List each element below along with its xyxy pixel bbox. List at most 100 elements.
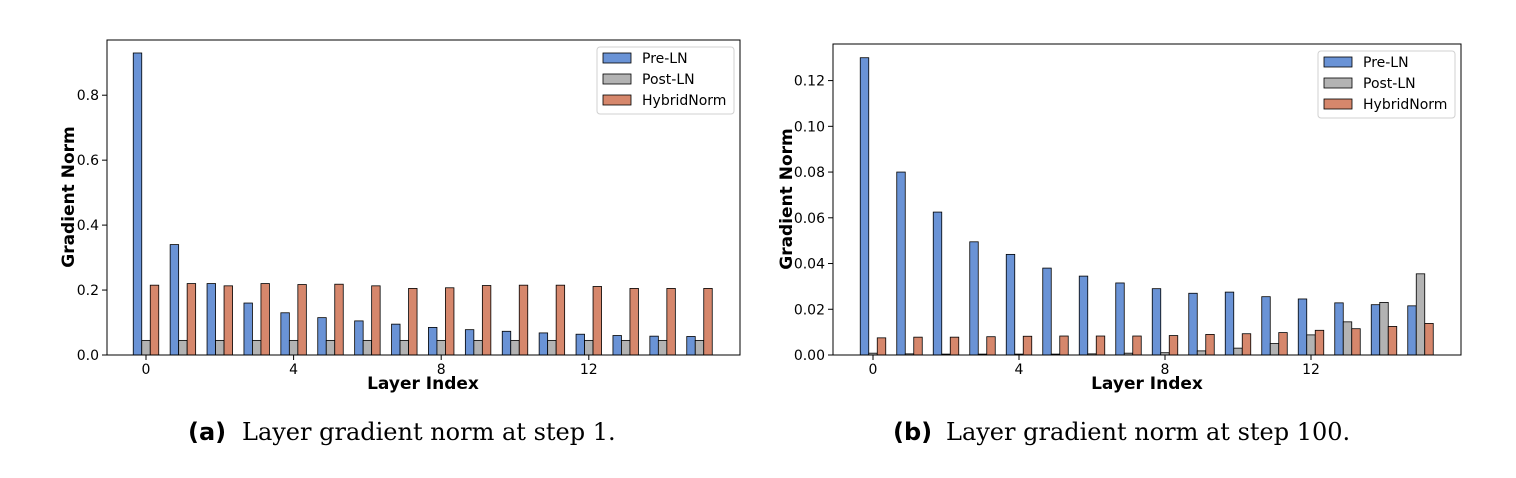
- bar-b-hybridnorm-1: [913, 336, 923, 356]
- bar-a-pre-ln-9: [464, 329, 475, 356]
- ytick-label-a-2: 0.4: [77, 218, 99, 234]
- bar-b-pre-ln-12: [1297, 298, 1308, 356]
- bar-a-post-ln-8: [436, 339, 446, 356]
- bar-a-post-ln-5: [325, 339, 336, 356]
- bar-a-pre-ln-4: [280, 312, 290, 356]
- xlabel-a: Layer Index: [367, 374, 479, 394]
- bar-a-hybridnorm-4: [297, 284, 307, 356]
- bar-b-hybridnorm-12: [1314, 329, 1325, 356]
- bar-b-pre-ln-13: [1334, 302, 1344, 356]
- legend-label-a-1: Post-LN: [642, 72, 695, 88]
- bar-a-post-ln-4: [288, 339, 299, 356]
- caption-text-a: Layer gradient norm at step 1.: [242, 418, 616, 446]
- bar-b-hybridnorm-5: [1059, 335, 1069, 356]
- bar-a-post-ln-10: [510, 339, 520, 356]
- bar-b-hybridnorm-2: [949, 336, 960, 356]
- bar-a-hybridnorm-14: [666, 288, 676, 356]
- bar-a-post-ln-9: [473, 339, 483, 356]
- bar-b-post-ln-15: [1415, 273, 1426, 356]
- bar-a-hybridnorm-1: [186, 283, 197, 356]
- bar-b-hybridnorm-0: [876, 337, 887, 356]
- bar-a-pre-ln-8: [428, 326, 438, 356]
- bar-a-hybridnorm-2: [223, 285, 233, 356]
- bar-a-post-ln-13: [621, 339, 631, 356]
- xtick-label-b-3: 12: [1302, 362, 1320, 378]
- bar-a-hybridnorm-5: [334, 283, 344, 356]
- bar-a-pre-ln-0: [132, 52, 143, 356]
- bar-b-hybridnorm-15: [1424, 323, 1434, 356]
- legend-a: Pre-LN Post-LN HybridNorm: [596, 46, 735, 115]
- bar-a-pre-ln-5: [317, 317, 327, 356]
- bar-a-hybridnorm-10: [518, 284, 529, 356]
- legend-label-a-0: Pre-LN: [642, 51, 688, 67]
- caption-a: (a) Layer gradient norm at step 1.: [188, 418, 616, 446]
- bar-b-pre-ln-3: [969, 241, 979, 356]
- bar-a-hybridnorm-13: [629, 288, 639, 356]
- bar-a-pre-ln-11: [538, 332, 549, 356]
- bar-a-hybridnorm-11: [555, 284, 566, 356]
- bar-b-pre-ln-7: [1115, 282, 1125, 356]
- ytick-label-a-0: 0.0: [77, 348, 99, 364]
- legend-swatch-b-1: [1323, 77, 1353, 89]
- chart-panel-b: Gradient Norm Layer Index 0.00 0.02 0.04 0.…: [777, 43, 1462, 446]
- bar-b-pre-ln-15: [1407, 305, 1417, 356]
- bar-b-hybridnorm-14: [1387, 326, 1398, 356]
- legend-label-a-2: HybridNorm: [642, 93, 726, 109]
- bar-a-hybridnorm-12: [592, 286, 602, 356]
- axes-frame-a: [106, 39, 741, 356]
- bar-b-post-ln-14: [1379, 301, 1389, 356]
- bar-a-post-ln-3: [252, 339, 262, 356]
- xtick-label-b-0: 0: [869, 362, 878, 378]
- bar-a-post-ln-1: [178, 339, 188, 356]
- ytick-label-b-2: 0.04: [794, 257, 825, 273]
- bar-a-post-ln-11: [547, 339, 557, 356]
- bar-a-hybridnorm-15: [703, 288, 713, 356]
- xtick-label-b-2: 8: [1161, 362, 1170, 378]
- legend-swatch-a-0: [602, 52, 632, 64]
- ylabel-a: Gradient Norm: [59, 126, 79, 268]
- bar-b-hybridnorm-9: [1205, 334, 1215, 356]
- bar-b-hybridnorm-7: [1132, 335, 1142, 356]
- bar-b-post-ln-12: [1306, 334, 1316, 356]
- bar-b-hybridnorm-13: [1351, 328, 1361, 356]
- bar-a-post-ln-0: [141, 339, 151, 356]
- bar-a-hybridnorm-0: [149, 284, 160, 356]
- plot-area-b: 0.000.020.040.060.080.100.120 4 8 12Pre-LNP…: [794, 43, 1462, 378]
- bar-b-hybridnorm-10: [1241, 333, 1252, 356]
- legend-b: Pre-LN Post-LN HybridNorm: [1317, 50, 1456, 119]
- ytick-label-b-0: 0.00: [794, 348, 825, 364]
- bar-a-hybridnorm-6: [371, 285, 381, 356]
- bar-a-pre-ln-3: [243, 302, 253, 356]
- bar-a-pre-ln-15: [686, 336, 696, 356]
- bar-a-pre-ln-6: [354, 320, 364, 356]
- ytick-label-a-4: 0.8: [77, 88, 99, 104]
- bar-b-hybridnorm-6: [1095, 335, 1106, 356]
- bar-a-pre-ln-14: [649, 335, 659, 356]
- plot-area-a: 0.0 0.2 0.4 0.6 0.8 0 4 8 12 Pre-LN Post-LN HybridN…: [77, 39, 741, 378]
- bar-b-pre-ln-11: [1261, 296, 1271, 356]
- bar-a-pre-ln-2: [206, 283, 216, 356]
- bar-a-hybridnorm-3: [260, 283, 270, 356]
- bar-b-hybridnorm-8: [1168, 335, 1179, 356]
- xtick-label-b-1: 4: [1015, 362, 1024, 378]
- bar-a-post-ln-14: [657, 339, 668, 356]
- bar-a-post-ln-2: [215, 339, 225, 356]
- legend-swatch-a-2: [602, 94, 632, 106]
- legend-label-b-1: Post-LN: [1363, 76, 1416, 92]
- bar-b-hybridnorm-4: [1022, 335, 1033, 356]
- ytick-label-b-6: 0.12: [794, 74, 825, 90]
- caption-b: (b) Layer gradient norm at step 100.: [893, 418, 1350, 446]
- ytick-label-a-3: 0.6: [77, 153, 99, 169]
- xtick-label-a-2: 8: [437, 362, 446, 378]
- bar-a-hybridnorm-9: [481, 285, 492, 356]
- bar-b-pre-ln-5: [1042, 267, 1052, 356]
- bar-a-pre-ln-7: [391, 323, 401, 356]
- legend-label-b-0: Pre-LN: [1363, 55, 1409, 71]
- bar-b-pre-ln-4: [1005, 253, 1016, 356]
- bar-b-pre-ln-1: [896, 171, 906, 356]
- bar-a-pre-ln-13: [612, 335, 622, 356]
- ytick-label-a-1: 0.2: [77, 283, 99, 299]
- bar-a-hybridnorm-7: [408, 288, 418, 356]
- bar-a-post-ln-12: [584, 339, 594, 356]
- bar-b-pre-ln-2: [932, 211, 943, 356]
